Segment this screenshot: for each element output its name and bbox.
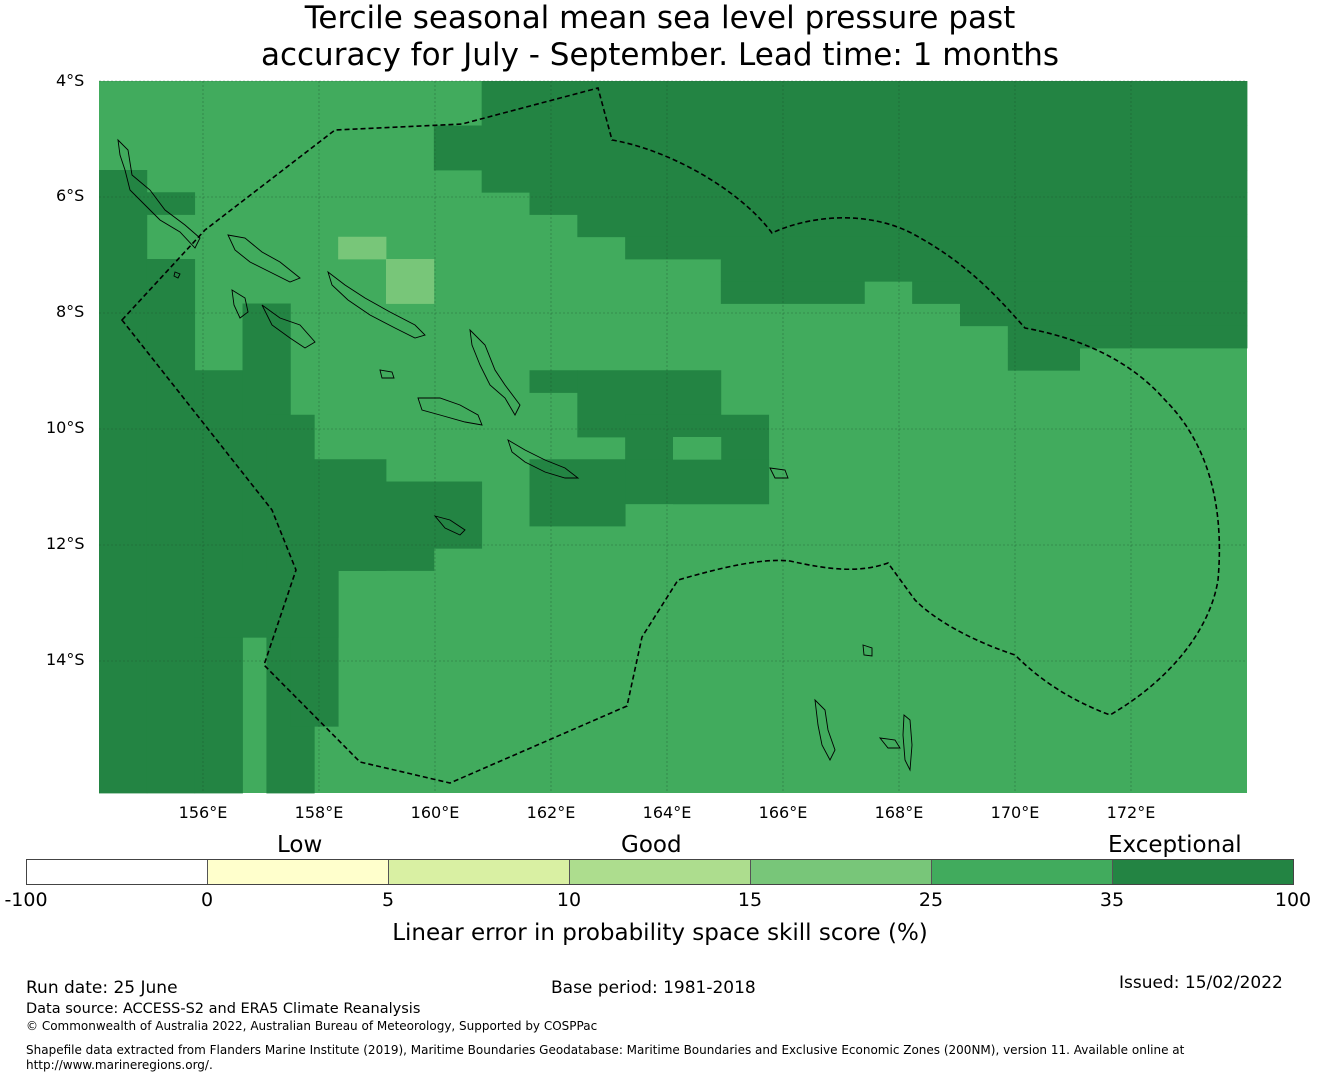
base-period: Base period: 1981-2018 <box>551 978 756 998</box>
island-outline <box>878 737 901 749</box>
lon-label-156e: 156°E <box>178 803 228 822</box>
island-outline <box>433 515 466 536</box>
skill-cell <box>577 214 1248 238</box>
skill-cell <box>720 259 1248 282</box>
lat-label-8s: 8°S <box>56 302 85 321</box>
colorbar-tick: 25 <box>918 889 944 911</box>
colorbar-segment <box>27 860 208 884</box>
skill-cell <box>529 459 626 527</box>
run-date: Run date: 25 June <box>26 978 178 998</box>
island-outline <box>769 467 789 479</box>
eez-boundary-layer <box>120 87 1221 784</box>
copyright: © Commonwealth of Australia 2022, Austra… <box>26 1019 598 1033</box>
island-outline <box>327 270 426 339</box>
colorbar <box>26 859 1294 885</box>
skill-cell <box>960 303 1248 327</box>
island-outline <box>814 698 836 761</box>
skill-score-map <box>99 80 1248 794</box>
legend-label-good: Good <box>621 832 682 858</box>
island-outline <box>261 304 316 349</box>
island-outline <box>231 289 249 319</box>
skill-cell <box>146 259 196 794</box>
skill-cell <box>386 481 483 549</box>
skill-cell <box>481 81 1248 126</box>
colorbar-tick: 0 <box>200 889 214 911</box>
island-outline <box>417 397 483 426</box>
island-outline <box>379 369 395 379</box>
map-title-line-1: Tercile seasonal mean sea level pressure… <box>304 0 1016 36</box>
island-outline <box>469 328 521 416</box>
legend-label-exceptional: Exceptional <box>1108 832 1242 858</box>
lat-label-10s: 10°S <box>46 418 85 437</box>
skill-cell <box>673 437 722 460</box>
lon-label-168e: 168°E <box>874 803 924 822</box>
skill-cell <box>529 192 1248 215</box>
skill-cell <box>386 259 435 304</box>
skill-cell <box>529 370 578 393</box>
skill-cell <box>146 192 196 215</box>
colorbar-tick: 35 <box>1099 889 1125 911</box>
map-title: Tercile seasonal mean sea level pressure… <box>0 0 1320 74</box>
colorbar-segment <box>1113 860 1293 884</box>
skill-cell <box>433 125 1248 171</box>
legend-label-low: Low <box>277 832 323 858</box>
skill-cell <box>481 170 1248 193</box>
skill-cell <box>1007 325 1248 349</box>
lon-label-166e: 166°E <box>758 803 808 822</box>
shapefile-credit-line-2: http://www.marineregions.org/. <box>26 1058 213 1072</box>
island-outline <box>862 644 873 657</box>
lon-label-164e: 164°E <box>642 803 692 822</box>
lon-label-170e: 170°E <box>990 803 1040 822</box>
island-outline <box>117 138 201 249</box>
lon-label-158e: 158°E <box>294 803 344 822</box>
colorbar-title: Linear error in probability space skill … <box>392 920 928 946</box>
map-title-line-2: accuracy for July - September. Lead time… <box>260 37 1060 73</box>
colorbar-segment <box>932 860 1113 884</box>
data-source: Data source: ACCESS-S2 and ERA5 Climate … <box>26 1001 421 1017</box>
skill-cell <box>720 281 865 304</box>
graticule-layer <box>99 80 1247 793</box>
island-outline <box>173 271 181 279</box>
colorbar-tick: 10 <box>556 889 582 911</box>
skill-cell <box>338 236 387 260</box>
colorbar-tick: -100 <box>4 889 48 911</box>
lat-label-14s: 14°S <box>46 650 85 669</box>
lon-label-162e: 162°E <box>526 803 576 822</box>
island-outline <box>227 234 301 283</box>
lat-label-12s: 12°S <box>46 534 85 553</box>
island-outline <box>507 439 580 479</box>
colorbar-segment <box>751 860 932 884</box>
colorbar-segment <box>570 860 751 884</box>
skill-cells-layer <box>99 81 1248 794</box>
shapefile-credit-line-1: Shapefile data extracted from Flanders M… <box>26 1043 1185 1057</box>
skill-cell <box>673 481 770 505</box>
skill-cell <box>912 281 1248 304</box>
colorbar-tick: 15 <box>737 889 763 911</box>
lat-label-6s: 6°S <box>56 186 85 205</box>
issued-date: Issued: 15/02/2022 <box>1119 973 1283 993</box>
lon-label-160e: 160°E <box>410 803 460 822</box>
eez-boundary <box>120 87 1221 784</box>
skill-cell <box>1007 348 1080 371</box>
island-outline <box>902 714 913 772</box>
colorbar-segment <box>208 860 389 884</box>
colorbar-tick: 5 <box>381 889 395 911</box>
lat-label-4s: 4°S <box>56 71 85 90</box>
colorbar-segment <box>389 860 570 884</box>
colorbar-tick: 100 <box>1274 889 1312 911</box>
skill-cell <box>99 170 148 794</box>
skill-cell <box>194 570 339 638</box>
coastline-layer <box>117 138 913 772</box>
lon-label-172e: 172°E <box>1106 803 1156 822</box>
